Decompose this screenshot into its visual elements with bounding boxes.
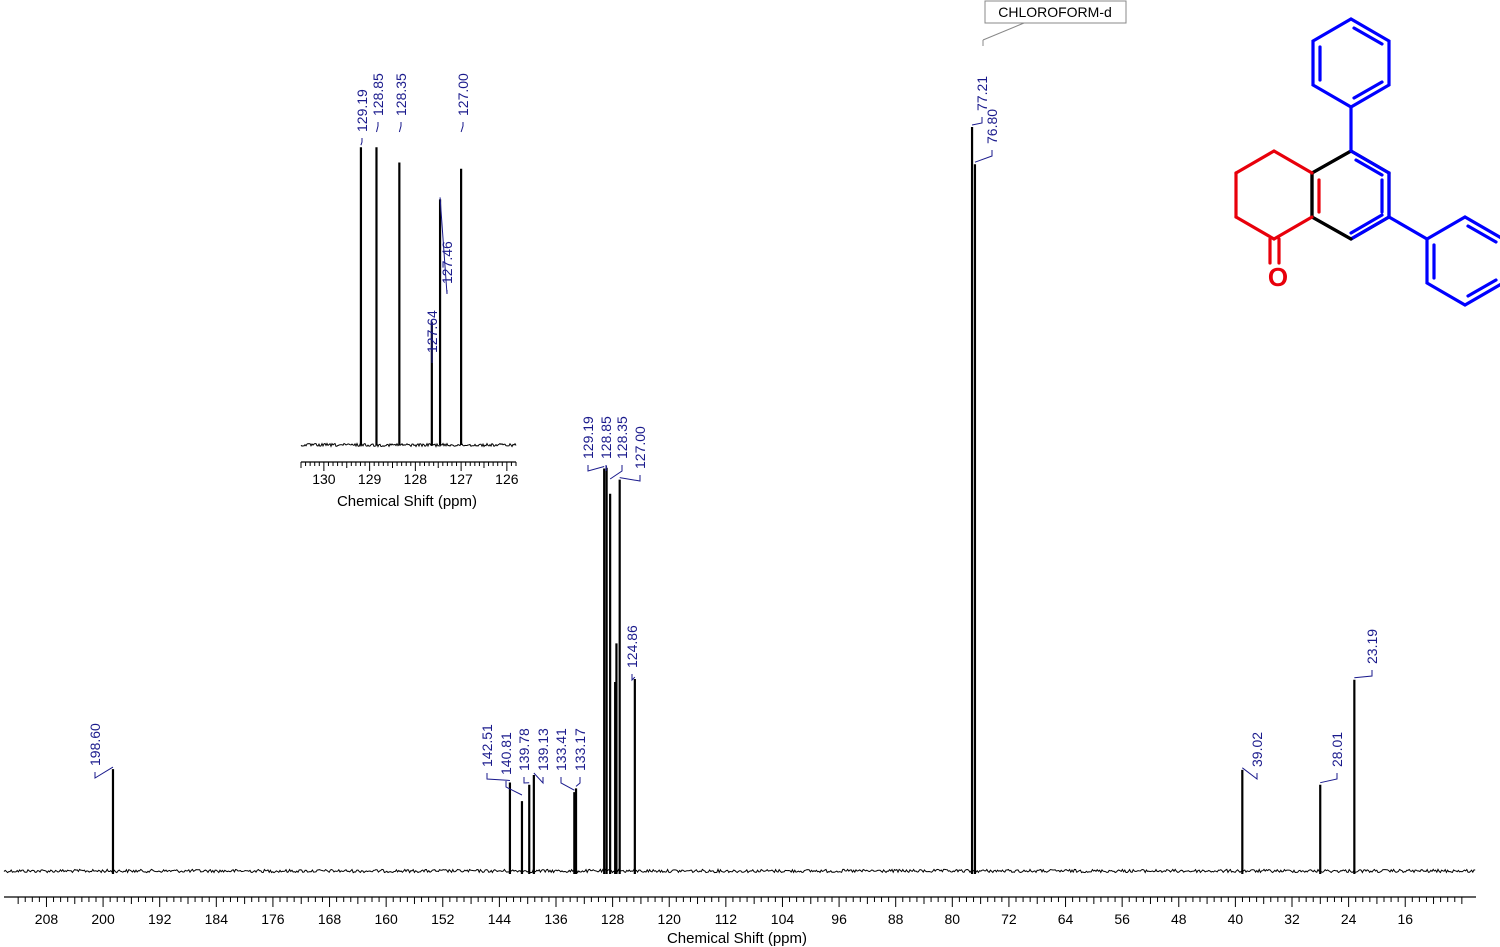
inset-peak-label-leader [460,122,464,133]
inset-x-tick-label: 128 [404,471,428,487]
x-tick-label: 96 [831,911,847,927]
x-tick-label: 168 [318,911,342,927]
peak-label-leader [1320,773,1338,784]
inset-peak-label: 127.46 [439,241,455,284]
x-tick-label: 192 [148,911,172,927]
peak-label: 133.41 [553,728,569,771]
peak-label: 133.17 [572,728,588,771]
peak-label: 127.00 [632,426,648,469]
inset-baseline-noise [300,442,517,448]
baseline-noise [3,868,1476,874]
peak-label: 128.35 [614,416,630,459]
x-tick-label: 184 [205,911,229,927]
peak-label-leader [971,117,983,126]
x-tick-label: 128 [601,911,625,927]
inset-peak-label-leader [439,197,448,295]
peak-label: 198.60 [87,723,103,766]
main-x-axis-title: Chemical Shift (ppm) [667,930,807,947]
peak-label: 76.80 [984,109,1000,144]
peak-label-leader [1242,767,1258,781]
aromatic-double-bonds [1349,158,1384,235]
peak-label-leader [486,773,510,781]
top-phenyl-ring [1311,17,1391,153]
peak-label-leader [575,777,581,787]
oxygen-atom-label: O [1268,262,1288,292]
inset-peak-label-leader [398,122,402,133]
inset-x-tick-label: 127 [449,471,473,487]
inset-x-tick-label: 126 [495,471,519,487]
inset-spectrum-plot: 130 129 128 127 126 129.19 128.85 128.35 127.64 1… [300,73,519,487]
peak-label-leader [609,465,623,480]
x-tick-label: 40 [1228,911,1244,927]
peak-label: 139.13 [535,728,551,771]
peak-label: 77.21 [974,76,990,111]
inset-x-tick-label: 130 [312,471,336,487]
x-tick-label: 200 [91,911,115,927]
x-tick-label: 88 [888,911,904,927]
x-tick-label: 112 [715,911,738,927]
x-tick-label: 56 [1114,911,1130,927]
x-tick-label: 160 [374,911,398,927]
solvent-annotation: CHLOROFORM-d [982,0,1127,46]
peak-label-leader [631,674,636,682]
inset-x-axis-title: Chemical Shift (ppm) [337,493,477,510]
peak-label: 23.19 [1364,629,1380,664]
x-tick-label: 176 [261,911,285,927]
peak-label-leader [533,772,544,785]
solvent-label-box [984,0,1127,24]
peak-label: 129.19 [580,416,596,459]
x-tick-label: 136 [544,911,568,927]
right-phenyl-ring [1387,215,1500,307]
peak-label: 140.81 [498,732,514,775]
x-tick-label: 120 [658,911,682,927]
x-tick-label: 152 [431,911,455,927]
cyclohexanone-ring [1234,149,1314,265]
peak-label: 142.51 [479,724,495,767]
inset-peak-label: 128.35 [393,73,409,116]
peak-label-leader [560,777,575,791]
peak-label-leader [1354,670,1373,679]
x-tick-label: 32 [1284,911,1300,927]
inset-peak-label-leader [360,138,363,146]
solvent-leader-line [982,22,1025,41]
peak-label: 28.01 [1329,732,1345,767]
solvent-label: CHLOROFORM-d [998,4,1112,20]
x-tick-label: 144 [488,911,512,927]
inset-peak-label: 127.64 [424,310,440,353]
x-tick-label: 24 [1341,911,1357,927]
peak-label: 39.02 [1249,732,1265,767]
peak-label-leader [605,465,608,472]
inset-x-tick-label: 129 [358,471,382,487]
x-tick-label: 48 [1171,911,1187,927]
aromatic-ring-edges [1349,149,1391,241]
x-tick-label: 72 [1001,911,1017,927]
peak-label-leader [94,766,114,779]
inset-peak-label: 129.19 [354,89,370,132]
peak-label: 139.78 [516,728,532,771]
x-tick-label: 64 [1058,911,1074,927]
x-tick-label: 104 [771,911,795,927]
inset-peak-label: 127.00 [455,73,471,116]
x-tick-label: 16 [1397,911,1413,927]
peak-label-leader [505,781,523,796]
peak-label-leader [974,150,993,163]
main-spectrum-plot: 208 200 192 184 176 168 160 152 144 136 128 120 112 1… [3,76,1476,927]
inset-peak-label: 128.85 [370,73,386,116]
molecular-structure: O [1234,17,1500,307]
peak-label: 124.86 [624,625,640,668]
x-tick-label: 80 [945,911,961,927]
inset-peak-label-leader [375,122,379,133]
peak-label-leader [587,465,605,472]
peak-label: 128.85 [598,416,614,459]
peak-label-leader [619,475,641,482]
x-tick-label: 208 [35,911,59,927]
peak-label-leader [523,777,530,784]
aromatic-core-ring [1310,149,1391,241]
fused-bond [1310,149,1353,241]
